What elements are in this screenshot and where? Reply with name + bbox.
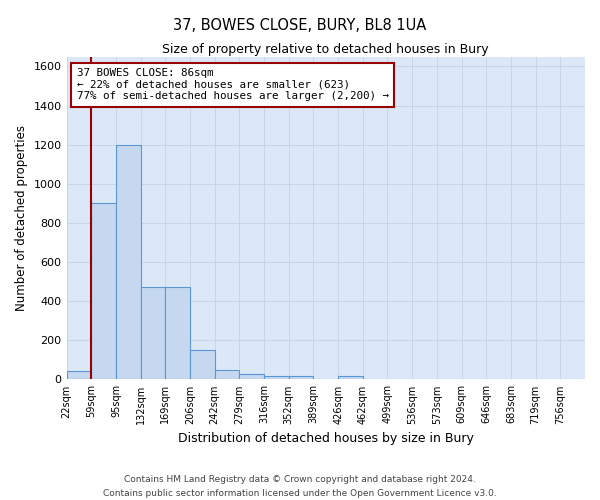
Title: Size of property relative to detached houses in Bury: Size of property relative to detached ho… — [163, 42, 489, 56]
Bar — [338, 376, 363, 380]
Bar — [67, 370, 91, 380]
Bar — [190, 350, 215, 380]
Bar — [140, 288, 165, 380]
Bar — [215, 370, 239, 380]
Bar — [116, 144, 140, 380]
Bar — [289, 376, 313, 380]
X-axis label: Distribution of detached houses by size in Bury: Distribution of detached houses by size … — [178, 432, 474, 445]
Text: 37 BOWES CLOSE: 86sqm
← 22% of detached houses are smaller (623)
77% of semi-det: 37 BOWES CLOSE: 86sqm ← 22% of detached … — [77, 68, 389, 101]
Bar — [264, 376, 289, 380]
Bar — [165, 288, 190, 380]
Text: 37, BOWES CLOSE, BURY, BL8 1UA: 37, BOWES CLOSE, BURY, BL8 1UA — [173, 18, 427, 32]
Y-axis label: Number of detached properties: Number of detached properties — [15, 125, 28, 311]
Bar — [91, 204, 116, 380]
Bar — [239, 374, 264, 380]
Text: Contains HM Land Registry data © Crown copyright and database right 2024.
Contai: Contains HM Land Registry data © Crown c… — [103, 476, 497, 498]
